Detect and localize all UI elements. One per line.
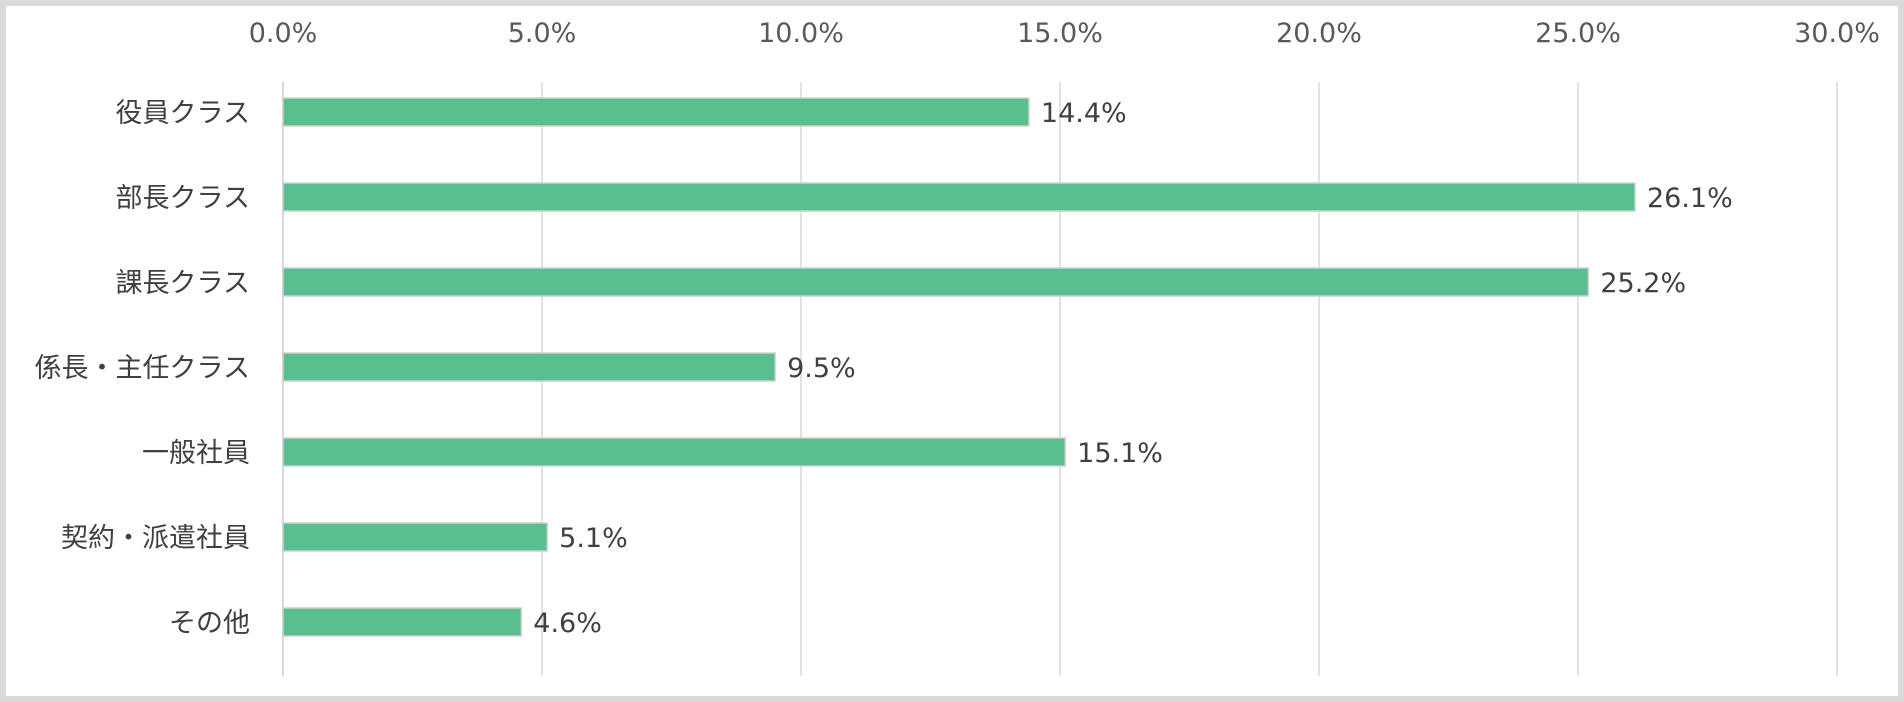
category-label: 契約・派遣社員 <box>61 523 250 554</box>
data-labels: 14.4% 26.1% 25.2% 9.5% 15.1% 5.1% 4.6% <box>533 98 1732 639</box>
x-tick-label: 25.0% <box>1535 18 1621 49</box>
x-axis-tick-labels: 0.0% 5.0% 10.0% 15.0% 20.0% 25.0% 30.0% <box>249 18 1880 49</box>
data-label: 25.2% <box>1600 268 1686 299</box>
category-label: 一般社員 <box>142 438 250 469</box>
data-label: 4.6% <box>533 608 602 639</box>
bar <box>282 97 1030 127</box>
bar <box>282 182 1636 212</box>
category-label: 係長・主任クラス <box>35 353 250 384</box>
x-tick-label: 15.0% <box>1017 18 1103 49</box>
data-label: 14.4% <box>1041 98 1127 129</box>
data-label: 5.1% <box>559 523 628 554</box>
x-tick-label: 20.0% <box>1276 18 1362 49</box>
bar <box>282 267 1590 297</box>
x-tick-label: 0.0% <box>249 18 318 49</box>
category-label: 部長クラス <box>116 183 250 214</box>
bar <box>282 607 523 637</box>
bar <box>282 522 548 552</box>
x-tick-label: 5.0% <box>508 18 577 49</box>
bars <box>282 97 1636 637</box>
bar <box>282 352 776 382</box>
category-label: 役員クラス <box>116 98 250 129</box>
data-label: 15.1% <box>1077 438 1163 469</box>
gridlines <box>282 82 1838 676</box>
x-tick-label: 30.0% <box>1794 18 1880 49</box>
category-label: 課長クラス <box>116 268 250 299</box>
category-label: その他 <box>169 608 250 639</box>
x-tick-label: 10.0% <box>758 18 844 49</box>
bar <box>282 437 1066 467</box>
data-label: 26.1% <box>1647 183 1733 214</box>
data-label: 9.5% <box>787 353 856 384</box>
